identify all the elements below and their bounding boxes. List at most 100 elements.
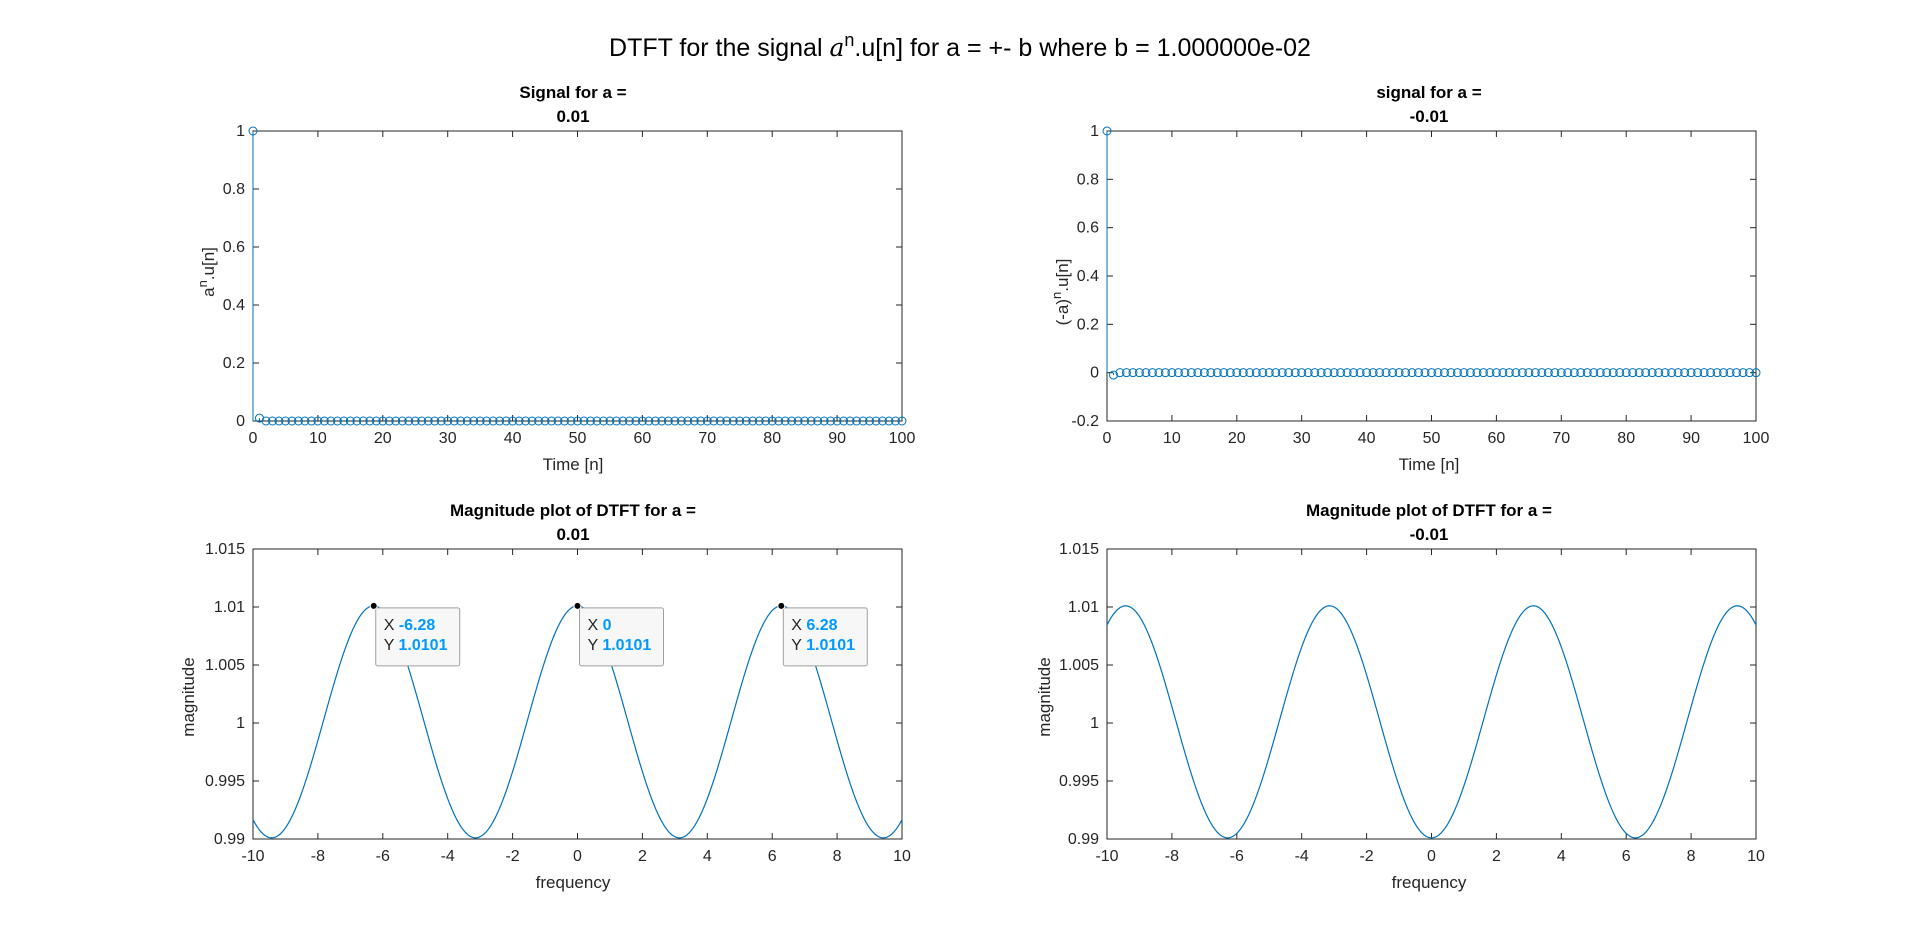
datatip[interactable]: X 6.28 Y 1.0101 <box>777 601 868 667</box>
stem-marker <box>248 126 258 136</box>
stem-marker <box>332 416 342 426</box>
stem-marker <box>780 416 790 426</box>
axes-box <box>252 548 903 840</box>
stem-marker <box>1738 368 1748 378</box>
x-tick-label: -4 <box>441 848 455 865</box>
figure-title: DTFT for the signal an.u[n] for a = +- b… <box>609 30 1311 62</box>
stem-marker <box>605 416 615 426</box>
stem-marker <box>884 416 894 426</box>
x-axis-label: Time [n] <box>543 455 604 474</box>
y-tick-label: 1 <box>1090 123 1099 140</box>
stem-marker <box>313 416 323 426</box>
x-tick-label: 8 <box>833 848 842 865</box>
y-tick-label: 0.995 <box>205 773 245 790</box>
stem-marker <box>397 416 407 426</box>
stem-marker <box>417 416 427 426</box>
stem-marker <box>365 416 375 426</box>
stem-marker <box>696 416 706 426</box>
stem-marker <box>631 416 641 426</box>
stem-marker <box>813 416 823 426</box>
stem-marker <box>1258 368 1268 378</box>
stem-marker <box>1368 368 1378 378</box>
datatip-marker[interactable] <box>573 601 582 610</box>
y-tick-label: 1.005 <box>1059 657 1099 674</box>
x-tick-label: 10 <box>893 848 911 865</box>
stem-marker <box>839 416 849 426</box>
stem-marker <box>689 416 699 426</box>
stem-marker <box>1199 368 1209 378</box>
stem-marker <box>871 416 881 426</box>
x-tick-label: 100 <box>1743 430 1770 447</box>
subplot-title-line2: 0.01 <box>556 525 589 544</box>
x-tick-label: 100 <box>889 430 916 447</box>
y-tick-label: 0 <box>236 413 245 430</box>
x-tick-label: 0 <box>573 848 582 865</box>
stem-marker <box>1394 368 1404 378</box>
stem-marker <box>449 416 459 426</box>
stem-marker <box>1478 368 1488 378</box>
stem-marker <box>722 416 732 426</box>
stem-marker <box>436 416 446 426</box>
stem-marker <box>1310 368 1320 378</box>
datatip-box <box>375 607 461 667</box>
stem-marker <box>1173 368 1183 378</box>
stem-marker <box>1427 368 1436 378</box>
stem-marker <box>845 416 855 426</box>
subplot-title-line1: signal for a = <box>1376 83 1481 102</box>
stem-marker <box>702 416 712 426</box>
datatip-box <box>579 607 664 667</box>
stem-marker <box>1433 368 1443 378</box>
datatip-marker[interactable] <box>369 601 378 610</box>
stem-marker <box>1323 368 1333 378</box>
stem-marker <box>521 416 531 426</box>
stem-marker <box>650 416 660 426</box>
datatip[interactable]: X 0 Y 1.0101 <box>573 601 664 667</box>
y-tick-label: 1 <box>236 715 245 732</box>
datatip[interactable]: X -6.28 Y 1.0101 <box>369 601 461 667</box>
stem-marker <box>1284 368 1294 378</box>
x-tick-label: -2 <box>505 848 519 865</box>
stem-marker <box>1128 368 1138 378</box>
stem-marker <box>1751 368 1761 378</box>
stem-marker <box>1595 368 1605 378</box>
stem-marker <box>1550 368 1560 378</box>
stem-marker <box>1290 368 1300 378</box>
stem-marker <box>1602 368 1612 378</box>
stem-marker <box>878 416 888 426</box>
datatip-box <box>782 607 868 667</box>
stem-marker <box>1264 368 1274 378</box>
stem-marker <box>748 416 758 426</box>
x-tick-label: 6 <box>1622 848 1631 865</box>
stem-marker <box>774 416 784 426</box>
stem-marker <box>527 416 537 426</box>
stem-marker <box>1680 368 1690 378</box>
y-tick-label: 0.995 <box>1059 773 1099 790</box>
stem-marker <box>624 416 634 426</box>
stem-marker <box>1154 368 1164 378</box>
stem-marker <box>1621 368 1631 378</box>
y-tick-label: 0.4 <box>1077 268 1099 285</box>
stem-marker <box>326 416 336 426</box>
x-tick-label: 80 <box>763 430 781 447</box>
x-tick-label: 50 <box>569 430 587 447</box>
signal-pos-subplot: Signal for a = 0.01 Time [n] an.u[n] 0 10… <box>195 83 915 474</box>
stem-marker <box>1699 368 1709 378</box>
stem-marker <box>540 416 550 426</box>
magnitude-line <box>1106 605 1757 839</box>
y-tick-label: 0.8 <box>223 181 245 198</box>
stem-marker <box>1420 368 1430 378</box>
x-axis-label: frequency <box>1392 873 1467 892</box>
stem-marker <box>767 416 777 426</box>
stem-marker <box>274 416 284 426</box>
datatip-marker[interactable] <box>777 601 786 610</box>
stem-marker <box>676 416 686 426</box>
x-tick-label: -6 <box>376 848 390 865</box>
stem-marker <box>1446 368 1456 378</box>
y-tick-label: 0.2 <box>223 355 245 372</box>
stem-marker <box>1160 368 1170 378</box>
stem-marker <box>852 416 862 426</box>
stem-marker <box>1167 368 1177 378</box>
stem-marker <box>1725 368 1735 378</box>
stem-marker <box>761 416 771 426</box>
stem-marker <box>1634 368 1644 378</box>
